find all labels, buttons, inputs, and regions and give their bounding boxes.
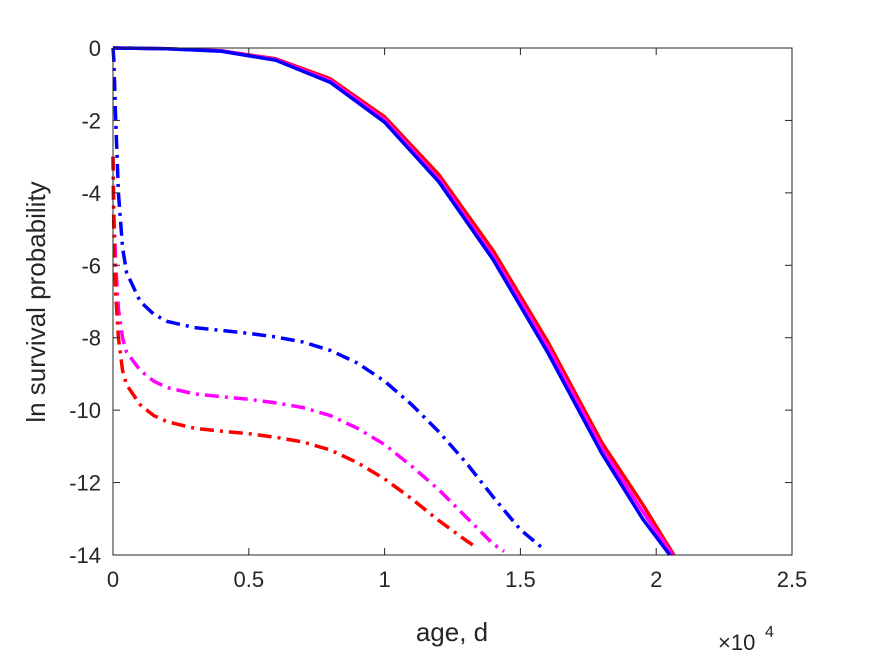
x-tick-label: 0 <box>107 567 119 592</box>
y-tick-label: -6 <box>81 253 101 278</box>
x-axis-exponent: ×10 4 <box>718 624 774 655</box>
y-axis-ticks: 0 -2 -4 -6 -8 -10 -12 -14 <box>69 36 792 568</box>
x-exponent-power: 4 <box>765 624 774 641</box>
x-axis-title: age, d <box>416 617 488 647</box>
y-tick-label: -2 <box>81 108 101 133</box>
plot-frame <box>112 47 793 556</box>
y-axis-title: ln survival probability <box>21 181 51 422</box>
x-tick-label: 2.5 <box>777 567 808 592</box>
y-tick-label: -10 <box>69 398 101 423</box>
series-line-6 <box>111 156 478 550</box>
x-tick-label: 2 <box>650 567 662 592</box>
y-tick-label: -14 <box>69 543 101 568</box>
series-line-3 <box>112 46 672 557</box>
series-layer <box>111 46 676 557</box>
y-tick-label: 0 <box>89 36 101 61</box>
series-line-4 <box>111 47 544 550</box>
x-tick-label: 1.5 <box>505 567 536 592</box>
y-tick-label: -4 <box>81 181 101 206</box>
series-line-5 <box>111 156 506 553</box>
plot-background <box>113 48 792 555</box>
x-axis-ticks: 0 0.5 1 1.5 2 2.5 <box>107 48 807 592</box>
x-exponent-base: ×10 <box>718 630 755 655</box>
x-tick-label: 1 <box>378 567 390 592</box>
y-tick-label: -12 <box>69 471 101 496</box>
x-tick-label: 0.5 <box>234 567 265 592</box>
y-tick-label: -8 <box>81 326 101 351</box>
